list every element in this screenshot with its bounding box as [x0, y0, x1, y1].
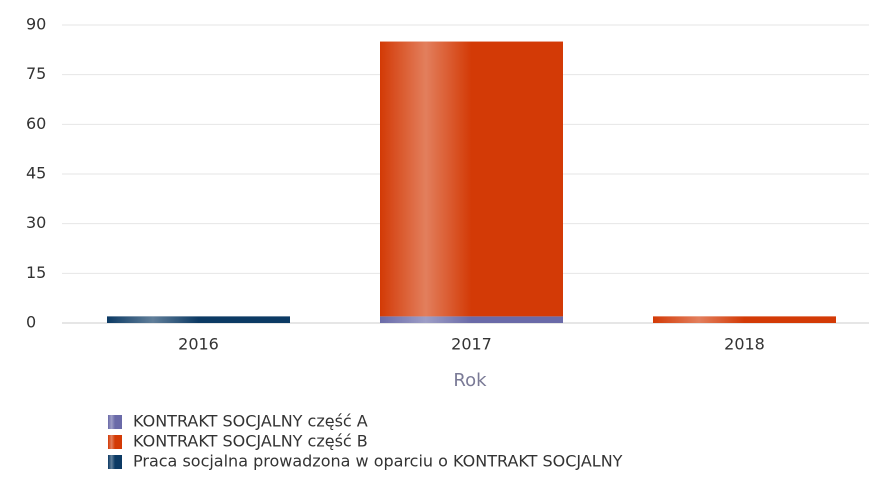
- x-tick-label: 2018: [724, 335, 765, 354]
- bar-highlight: [107, 316, 290, 323]
- bar-highlight: [653, 316, 836, 323]
- legend-label: KONTRAKT SOCJALNY część B: [133, 432, 368, 451]
- y-tick-label: 90: [26, 15, 46, 34]
- y-tick-label: 45: [26, 164, 46, 183]
- legend-label: KONTRAKT SOCJALNY część A: [133, 412, 368, 431]
- y-tick-label: 0: [26, 313, 36, 332]
- y-tick-label: 15: [26, 263, 46, 282]
- legend-swatch-highlight: [108, 435, 122, 449]
- legend-label: Praca socjalna prowadzona w oparciu o KO…: [133, 452, 623, 471]
- y-tick-label: 30: [26, 213, 46, 232]
- y-tick-label: 60: [26, 114, 46, 133]
- y-tick-label: 75: [26, 64, 46, 83]
- x-tick-label: 2016: [178, 335, 219, 354]
- legend-swatch-highlight: [108, 455, 122, 469]
- x-tick-label: 2017: [451, 335, 492, 354]
- bar-segment: [653, 316, 836, 323]
- bar-highlight: [380, 316, 563, 323]
- legend-swatch-highlight: [108, 415, 122, 429]
- bar-segment: [380, 41, 563, 317]
- bar-highlight: [380, 41, 563, 317]
- bar-segment: [107, 316, 290, 323]
- bar-segment: [380, 316, 563, 323]
- x-axis-title: Rok: [453, 370, 487, 391]
